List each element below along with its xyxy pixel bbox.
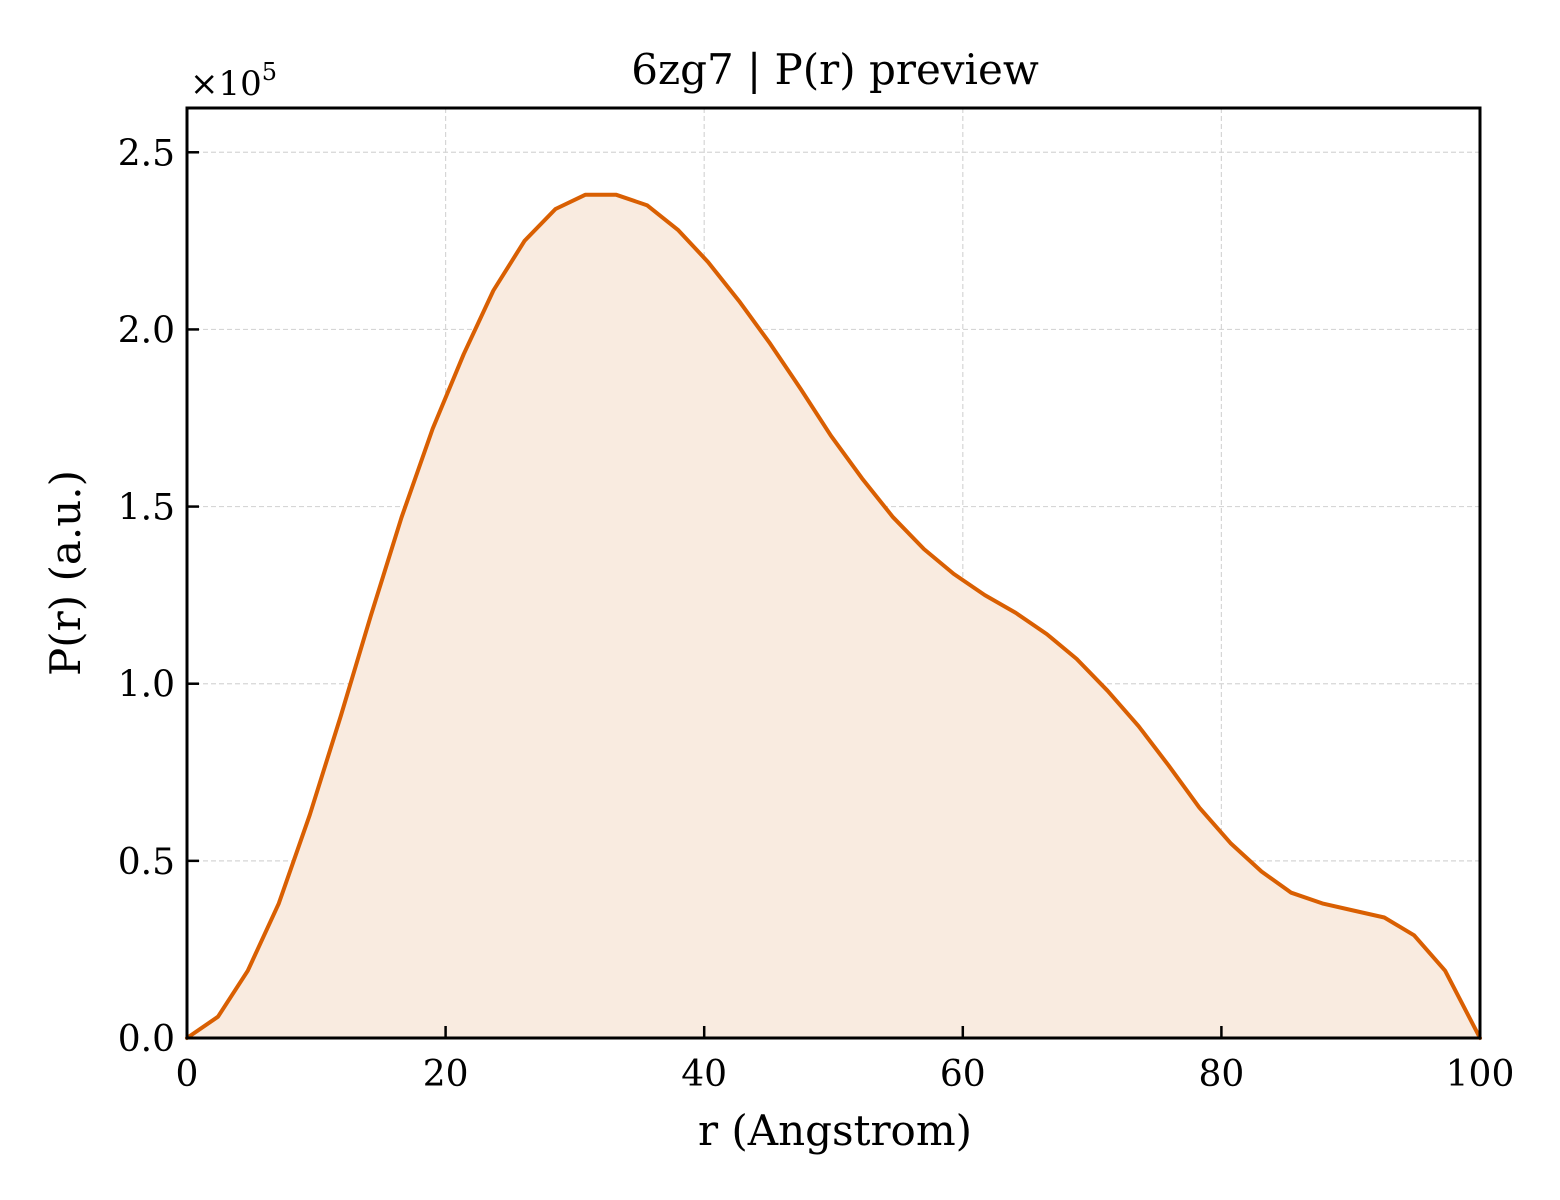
- y-tick-label: 1.5: [118, 488, 175, 529]
- y-multiplier-exponent: 5: [262, 58, 277, 86]
- x-tick-label: 0: [176, 1054, 199, 1095]
- x-axis-label: r (Angstrom): [698, 1106, 972, 1155]
- y-axis-label: P(r) (a.u.): [41, 470, 90, 676]
- x-tick-label: 20: [423, 1054, 469, 1095]
- y-tick-label: 0.5: [118, 842, 175, 883]
- x-tick-label: 80: [1198, 1054, 1244, 1095]
- y-tick-label: 2.5: [118, 133, 175, 174]
- y-multiplier-base: ×10: [190, 64, 262, 104]
- x-tick-label: 60: [940, 1054, 986, 1095]
- y-tick-label: 1.0: [118, 665, 175, 706]
- x-tick-label: 40: [681, 1054, 727, 1095]
- plot-frame: [185, 106, 1482, 1040]
- x-tick-label: 100: [1446, 1054, 1515, 1095]
- y-axis: 0.0 0.5 1.0 1.5 2.0 2.5: [118, 133, 199, 1060]
- pr-line: [185, 192, 1482, 1040]
- pr-area-fill: [187, 194, 1480, 1039]
- y-tick-label: 0.0: [118, 1019, 175, 1060]
- x-axis: 0 20 40 60 80 100: [176, 1026, 1515, 1095]
- chart-title: 6zg7 | P(r) preview: [631, 45, 1039, 94]
- y-tick-label: 2.0: [118, 310, 175, 351]
- y-multiplier: ×105: [190, 58, 277, 104]
